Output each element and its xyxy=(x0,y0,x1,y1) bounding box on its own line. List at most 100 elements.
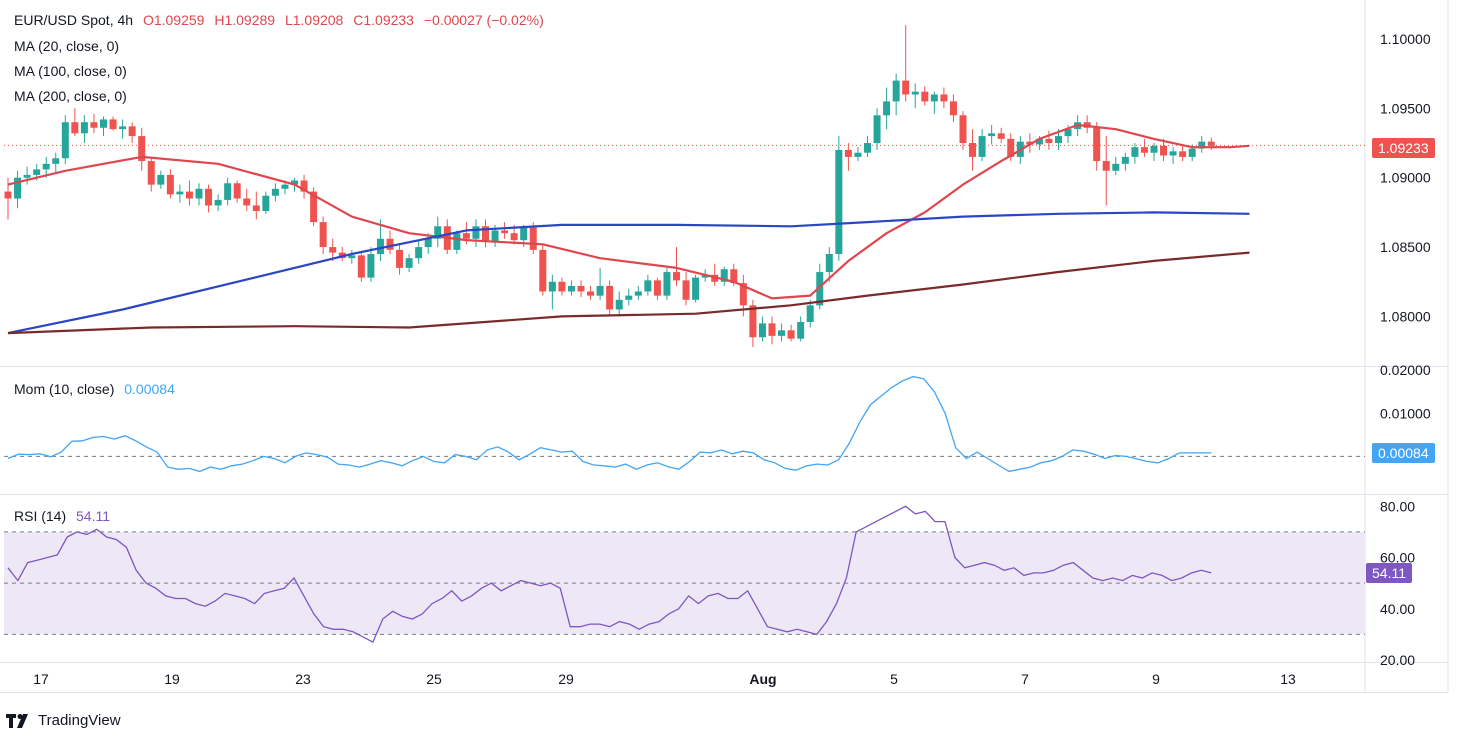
mom-line xyxy=(7,375,1212,473)
candle-down xyxy=(529,227,537,250)
candle-up xyxy=(663,272,671,296)
candle-up xyxy=(988,133,996,137)
candle-up xyxy=(415,247,423,259)
rsi-line xyxy=(7,505,1212,644)
candle-down xyxy=(749,305,757,338)
ma200-legend[interactable]: MA (200, close, 0) xyxy=(14,88,127,104)
candle-down xyxy=(921,91,929,102)
mom-label: Mom (10, close) xyxy=(14,381,115,397)
candle-down xyxy=(940,94,948,102)
candle-up xyxy=(348,255,356,259)
rsi-tick-label: 60.00 xyxy=(1380,550,1415,566)
candle-up xyxy=(634,291,642,296)
candle-up xyxy=(825,254,833,273)
candle-up xyxy=(1131,147,1139,157)
candle-up xyxy=(262,195,270,212)
candle-up xyxy=(797,321,805,339)
candle-up xyxy=(1055,136,1062,144)
candle-up xyxy=(1198,141,1206,149)
candle-down xyxy=(1179,151,1187,157)
price-tick-label: 1.09000 xyxy=(1380,170,1431,186)
ohlc-high: H1.09289 xyxy=(214,12,276,28)
candle-down xyxy=(997,133,1005,139)
candle-up xyxy=(883,101,891,116)
ma100-legend[interactable]: MA (100, close, 0) xyxy=(14,63,127,79)
candle-up xyxy=(1121,156,1129,164)
tradingview-logo[interactable]: TradingView xyxy=(6,712,121,729)
candle-up xyxy=(701,274,709,278)
candle-down xyxy=(959,115,967,144)
candle-down xyxy=(730,269,738,284)
price-tick-label: 1.08500 xyxy=(1380,239,1431,255)
candle-up xyxy=(42,163,50,170)
candle-down xyxy=(233,183,241,199)
candle-down xyxy=(1045,138,1053,144)
candle-down xyxy=(969,143,977,157)
candle-up xyxy=(930,94,938,102)
candle-up xyxy=(548,281,556,292)
candle-down xyxy=(462,233,470,239)
rsi-tick-label: 20.00 xyxy=(1380,652,1415,668)
candle-down xyxy=(243,198,251,206)
rsi-legend[interactable]: RSI (14) 54.11 xyxy=(14,504,110,528)
candle-down xyxy=(329,247,337,253)
candle-down xyxy=(1026,141,1034,145)
candle-up xyxy=(778,330,786,336)
candle-down xyxy=(310,191,318,223)
candle-down xyxy=(682,280,690,300)
rsi-tick-label: 80.00 xyxy=(1380,498,1415,514)
candle-down xyxy=(577,285,585,292)
candle-down xyxy=(109,119,117,130)
ohlc-open: O1.09259 xyxy=(142,12,205,28)
time-tick-label: 17 xyxy=(33,671,49,687)
candle-down xyxy=(4,191,12,199)
ma20-legend[interactable]: MA (20, close, 0) xyxy=(14,38,120,54)
candle-up xyxy=(424,238,432,248)
candle-down xyxy=(949,101,957,116)
rsi-tick-label: 40.00 xyxy=(1380,601,1415,617)
price-tick-label: 1.08000 xyxy=(1380,308,1431,324)
candle-down xyxy=(768,323,776,336)
candle-down xyxy=(587,291,595,296)
price-tag: 1.09233 xyxy=(1372,138,1435,158)
candle-up xyxy=(176,191,184,195)
ma20-line xyxy=(7,123,1250,300)
candle-up xyxy=(692,277,700,300)
mom-legend[interactable]: Mom (10, close) 0.00084 xyxy=(14,377,175,401)
candle-down xyxy=(128,126,136,137)
candle-down xyxy=(1140,147,1148,153)
candle-up xyxy=(1112,163,1120,171)
mom-tick-label: 0.01000 xyxy=(1380,405,1431,421)
candle-up xyxy=(625,295,633,300)
candle-down xyxy=(1207,141,1215,146)
tradingview-icon xyxy=(6,713,28,728)
candle-down xyxy=(300,180,308,192)
candle-up xyxy=(405,258,413,268)
rsi-tag: 54.11 xyxy=(1366,563,1412,583)
candle-up xyxy=(376,238,384,255)
candle-up xyxy=(472,226,480,239)
candle-up xyxy=(720,269,728,282)
candle-up xyxy=(100,119,107,128)
candle-up xyxy=(1150,145,1158,153)
ma200-line xyxy=(7,251,1250,335)
time-tick-label: 9 xyxy=(1152,671,1160,687)
candle-down xyxy=(653,280,661,296)
mom-tag: 0.00084 xyxy=(1372,443,1435,463)
candle-down xyxy=(787,330,795,339)
candle-down xyxy=(606,285,614,310)
candle-up xyxy=(434,226,442,239)
candle-up xyxy=(873,115,881,144)
candle-up xyxy=(453,233,461,250)
candle-down xyxy=(166,174,174,195)
candle-down xyxy=(71,122,79,134)
candle-up xyxy=(33,169,41,175)
candle-up xyxy=(52,158,60,164)
candle-up xyxy=(596,285,604,296)
candle-up xyxy=(892,80,900,102)
candle-down xyxy=(1102,161,1110,171)
candle-down xyxy=(252,205,260,212)
candle-up xyxy=(806,305,814,322)
candle-down xyxy=(138,136,146,162)
